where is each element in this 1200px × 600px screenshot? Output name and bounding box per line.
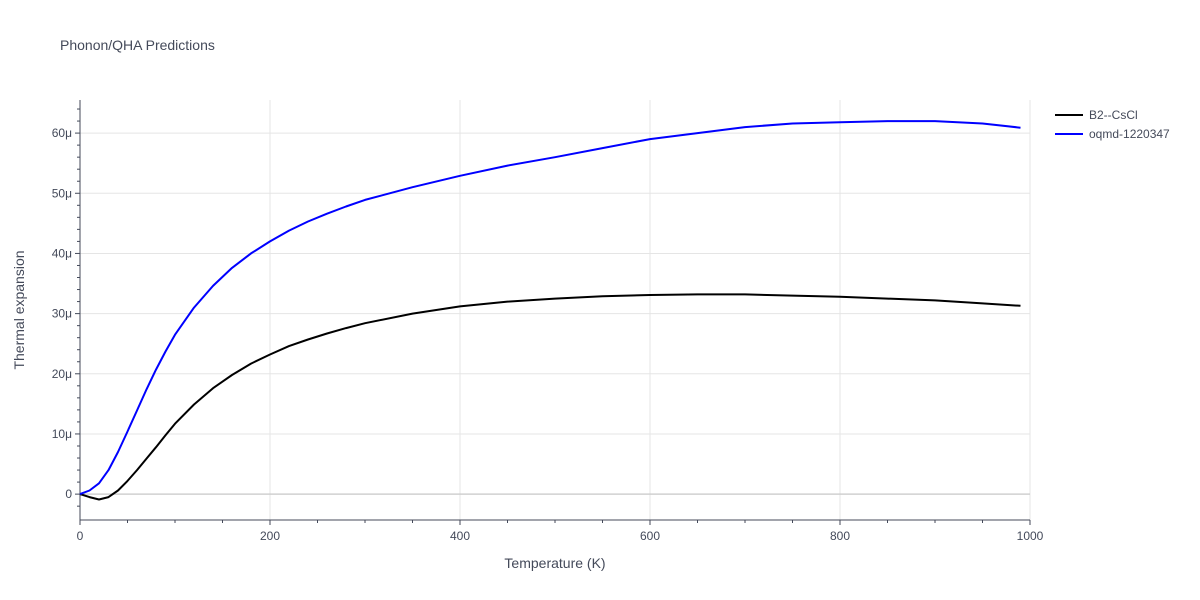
- x-tick-label: 0: [77, 529, 84, 543]
- legend-item-2[interactable]: oqmd-1220347: [1055, 127, 1170, 141]
- y-tick-label: 30μ: [52, 307, 72, 321]
- y-tick-label: 50μ: [52, 186, 72, 200]
- y-tick-label: 10μ: [52, 427, 72, 441]
- x-tick-label: 1000: [1017, 529, 1044, 543]
- legend-item-1[interactable]: B2--CsCl: [1055, 108, 1138, 122]
- x-tick-label: 200: [260, 529, 280, 543]
- legend-label: B2--CsCl: [1089, 108, 1138, 122]
- x-tick-label: 600: [640, 529, 660, 543]
- y-tick-label: 0: [65, 487, 72, 501]
- x-axis-title: Temperature (K): [504, 555, 605, 571]
- y-tick-label: 40μ: [52, 246, 72, 260]
- legend[interactable]: B2--CsCl oqmd-1220347: [1055, 108, 1170, 141]
- x-tick-label: 400: [450, 529, 470, 543]
- series-line-1: [79, 293, 1021, 501]
- x-tick-label: 800: [830, 529, 850, 543]
- series-line-2: [79, 120, 1021, 496]
- y-tick-label: 60μ: [52, 126, 72, 140]
- y-tick-label: 20μ: [52, 367, 72, 381]
- legend-label: oqmd-1220347: [1089, 127, 1170, 141]
- series-lines: [79, 120, 1021, 501]
- chart-title: Phonon/QHA Predictions: [60, 37, 215, 53]
- y-axis-title: Thermal expansion: [11, 250, 27, 369]
- axes: 0 200 400 600 800 1000 0 10μ 20μ 30μ 40μ 50μ 60μ: [52, 100, 1044, 543]
- grid-lines: [80, 100, 1031, 520]
